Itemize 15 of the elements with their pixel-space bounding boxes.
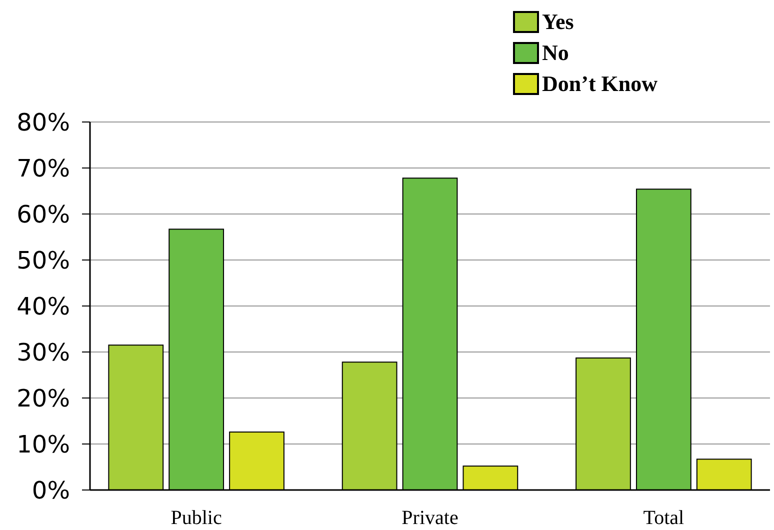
y-tick-label: 80%: [16, 108, 70, 136]
legend-label: Yes: [542, 9, 574, 34]
y-tick-label: 20%: [16, 384, 70, 412]
y-tick-label: 60%: [16, 200, 70, 228]
y-tick-label: 70%: [16, 154, 70, 182]
y-tick-label: 10%: [16, 430, 70, 458]
legend-label: Don’t Know: [542, 71, 658, 96]
x-tick-label: Public: [170, 507, 222, 529]
y-tick-label: 50%: [16, 246, 70, 274]
legend-label: No: [542, 40, 569, 65]
y-tick-label: 40%: [16, 292, 70, 320]
x-tick-label: Private: [402, 507, 458, 529]
y-tick-label: 0%: [32, 476, 70, 504]
x-tick-label: Total: [643, 507, 685, 529]
y-tick-label: 30%: [16, 338, 70, 366]
